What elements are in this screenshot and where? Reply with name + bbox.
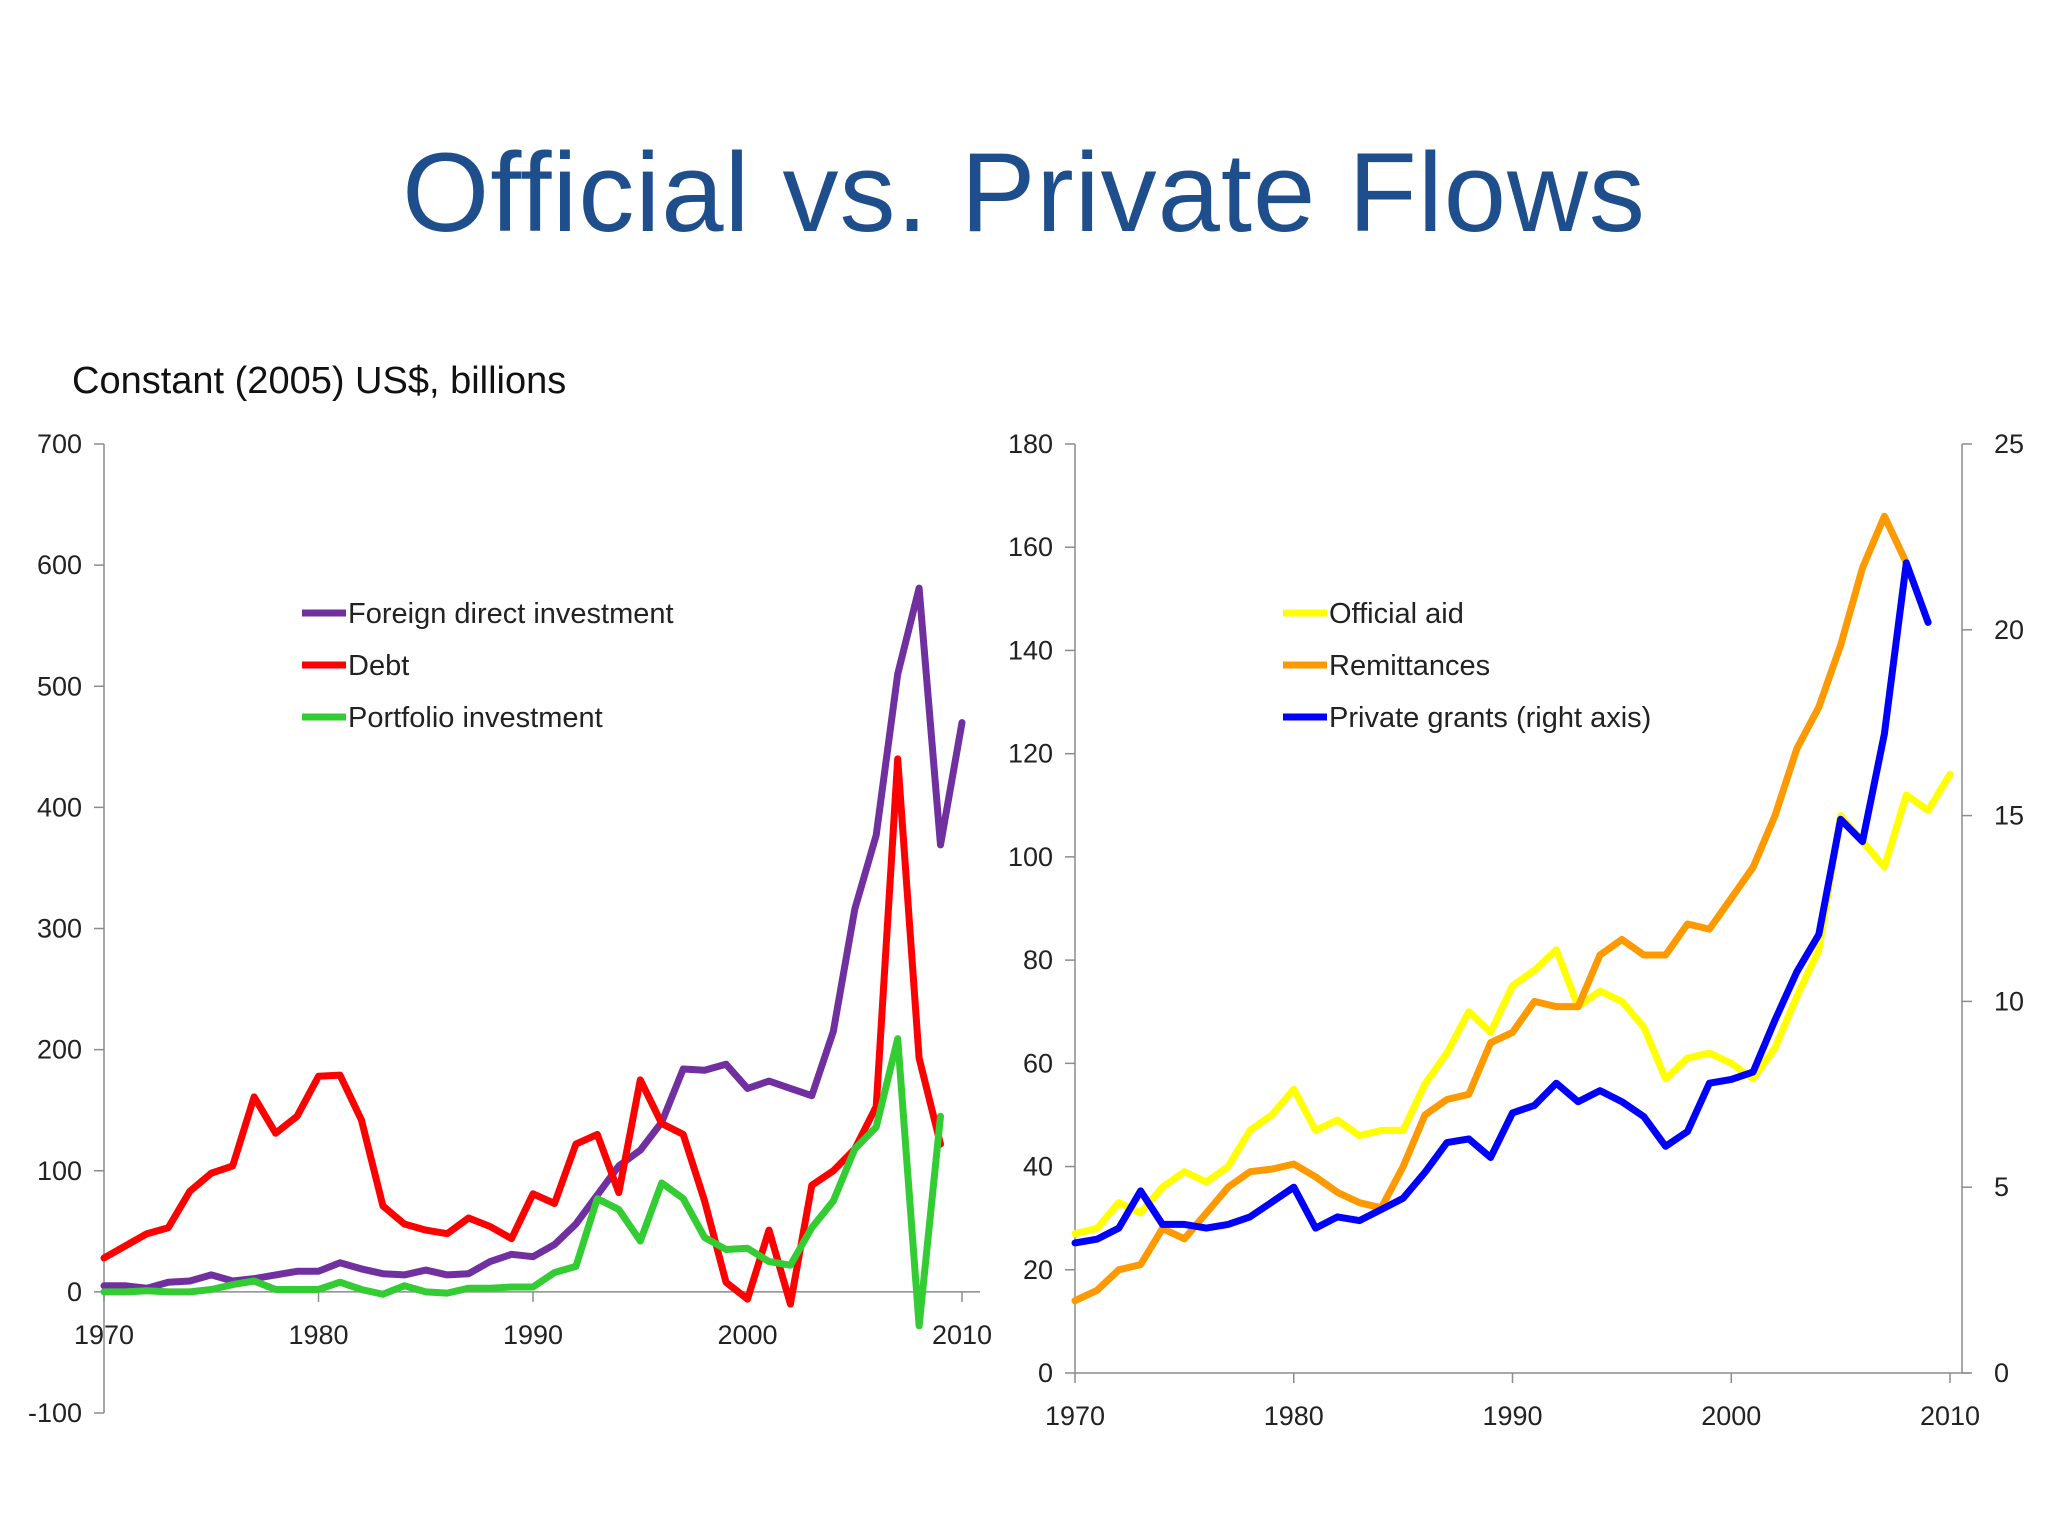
chart-1-y-tick-label: 120 [1008,739,1053,769]
chart-1-y-tick-label: 140 [1008,635,1053,665]
chart-1-y-right-tick-label: 5 [1994,1172,2009,1202]
legend-label-portfolio-investment: Portfolio investment [348,702,603,734]
chart-1-y-tick-label: 180 [1008,429,1053,459]
chart-1-y-tick-label: 20 [1023,1255,1053,1285]
chart-1-x-tick-label: 2010 [1920,1401,1980,1431]
chart-1-x-tick-label: 1990 [1482,1401,1542,1431]
chart-1-y-tick-label: 80 [1023,945,1053,975]
legend-label-foreign-direct-investment: Foreign direct investment [348,598,674,630]
chart-0-x-tick-label: 2010 [932,1320,992,1350]
series-line-remittances [1071,512,1910,1305]
chart-1-y-right-tick-label: 10 [1994,986,2024,1016]
chart-1-y-tick-label: 0 [1038,1358,1053,1388]
chart-0-y-tick-label: 0 [67,1277,82,1307]
chart-0-x-tick-label: 1990 [503,1320,563,1350]
chart-1-y-right-tick-label: 0 [1994,1358,2009,1388]
chart-0-y-tick-label: 100 [37,1156,82,1186]
chart-0-y-tick-label: 600 [37,550,82,580]
legend-label-private-grants-right-axis: Private grants (right axis) [1329,702,1651,734]
chart-0-y-tick-label: -100 [28,1398,82,1428]
chart-0-y-tick-label: 400 [37,792,82,822]
chart-1-y-tick-label: 100 [1008,842,1053,872]
chart-private-flows: -100 0 100 200 300 400 500 600 700 1970 1980 1990 20… [28,429,992,1428]
legend-label-official-aid: Official aid [1329,598,1464,630]
series-line-private-grants-right-axis [1071,559,1932,1247]
units-subtitle: Constant (2005) US$, billions [72,360,567,402]
chart-1-x-tick-label: 1970 [1045,1401,1105,1431]
chart-0-x-tick-label: 1980 [288,1320,348,1350]
chart-1-y-tick-label: 40 [1023,1152,1053,1182]
chart-0-y-tick-label: 200 [37,1035,82,1065]
chart-1-y-tick-label: 160 [1008,532,1053,562]
chart-1-y-tick-label: 60 [1023,1048,1053,1078]
legend-label-remittances: Remittances [1329,650,1490,682]
legend-label-debt: Debt [348,650,409,682]
chart-1-x-tick-label: 2000 [1701,1401,1761,1431]
series-line-portfolio-investment [100,1035,944,1330]
chart-1-y-right-tick-label: 20 [1994,615,2024,645]
chart-0-x-tick-label: 1970 [74,1320,134,1350]
chart-0-x-tick-label: 2000 [717,1320,777,1350]
chart-1-y-right-tick-label: 15 [1994,801,2024,831]
chart-1-x-tick-label: 1980 [1264,1401,1324,1431]
chart-0-y-tick-label: 700 [37,429,82,459]
chart-0-y-tick-label: 300 [37,914,82,944]
chart-0-y-tick-label: 500 [37,671,82,701]
slide-title: Official vs. Private Flows [402,130,1646,255]
series-line-official-aid [1071,770,1954,1238]
chart-1-y-right-tick-label: 25 [1994,429,2024,459]
